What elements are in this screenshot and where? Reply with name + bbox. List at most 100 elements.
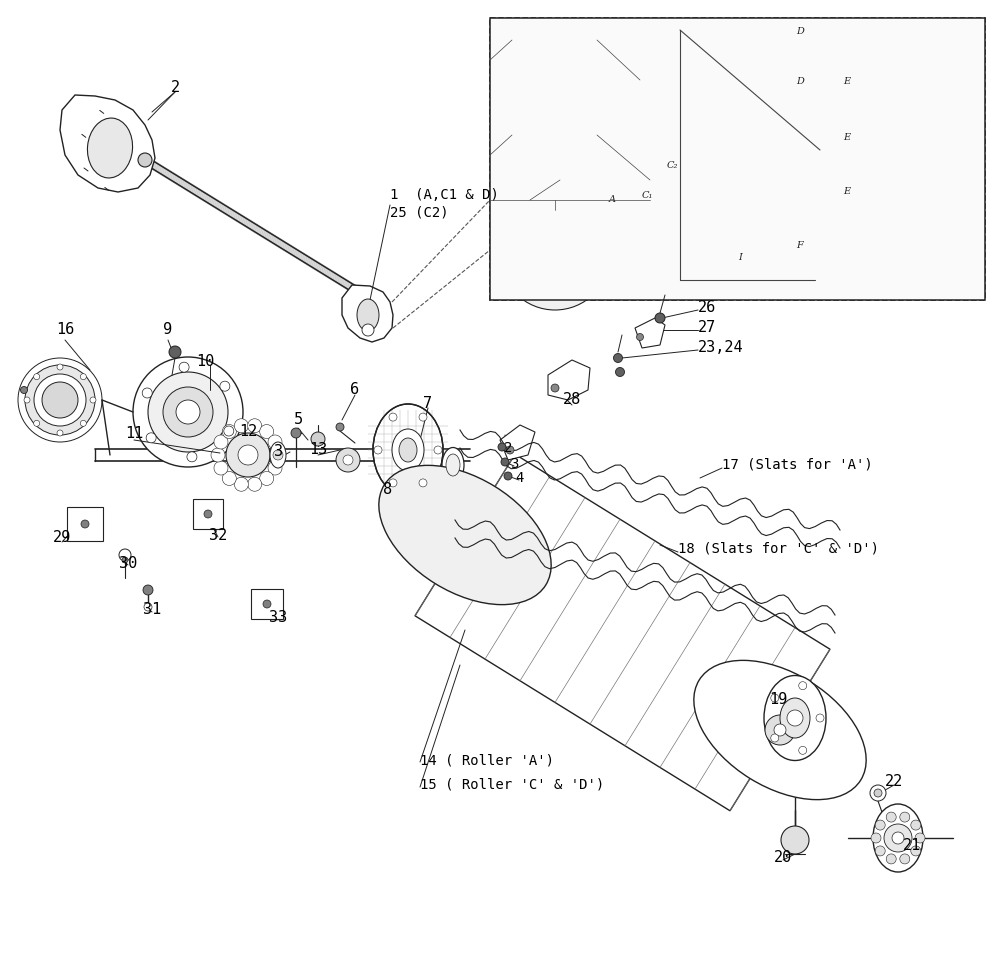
Circle shape <box>844 134 896 186</box>
Circle shape <box>169 346 181 358</box>
Text: D: D <box>796 77 804 86</box>
Circle shape <box>291 428 301 438</box>
Text: E: E <box>843 77 851 86</box>
Circle shape <box>892 832 904 844</box>
Circle shape <box>906 201 934 229</box>
Circle shape <box>234 419 248 433</box>
Text: 33: 33 <box>269 611 287 625</box>
Circle shape <box>419 413 427 421</box>
Circle shape <box>894 189 946 241</box>
Ellipse shape <box>399 438 417 462</box>
Circle shape <box>211 448 225 462</box>
Bar <box>948 178 983 238</box>
Circle shape <box>794 79 846 131</box>
Circle shape <box>389 479 397 487</box>
Text: 27: 27 <box>698 320 716 336</box>
Text: 26: 26 <box>698 300 716 316</box>
Ellipse shape <box>694 660 866 800</box>
Circle shape <box>799 746 807 754</box>
Circle shape <box>142 388 152 398</box>
Text: 22: 22 <box>885 774 903 790</box>
Circle shape <box>80 374 86 379</box>
Text: 32: 32 <box>209 528 227 542</box>
Text: E: E <box>843 188 851 197</box>
Circle shape <box>614 353 622 362</box>
Circle shape <box>57 430 63 436</box>
Circle shape <box>143 585 153 595</box>
Circle shape <box>434 446 442 454</box>
Circle shape <box>856 36 884 64</box>
Circle shape <box>806 201 834 229</box>
Circle shape <box>638 188 652 202</box>
Circle shape <box>886 854 896 863</box>
Circle shape <box>226 433 270 477</box>
Ellipse shape <box>446 454 460 476</box>
Circle shape <box>911 820 921 831</box>
Circle shape <box>34 374 86 426</box>
Circle shape <box>844 79 896 131</box>
Circle shape <box>224 426 234 436</box>
Circle shape <box>527 227 583 283</box>
Circle shape <box>875 820 885 831</box>
Circle shape <box>900 854 910 863</box>
Circle shape <box>214 435 228 449</box>
Circle shape <box>844 189 896 241</box>
Circle shape <box>794 24 846 76</box>
Ellipse shape <box>87 118 133 178</box>
Text: F: F <box>797 240 803 250</box>
Circle shape <box>336 448 360 472</box>
Circle shape <box>806 146 834 174</box>
Text: 16: 16 <box>56 322 74 338</box>
Circle shape <box>148 372 228 452</box>
Ellipse shape <box>379 466 551 605</box>
Text: 17 (Slats for 'A'): 17 (Slats for 'A') <box>722 458 873 472</box>
Text: 7: 7 <box>423 396 433 410</box>
Bar <box>512 40 597 135</box>
Ellipse shape <box>373 404 443 496</box>
Circle shape <box>268 461 282 475</box>
Circle shape <box>616 368 624 377</box>
Text: 30: 30 <box>119 556 137 570</box>
Circle shape <box>884 824 912 852</box>
Circle shape <box>915 210 925 220</box>
Circle shape <box>915 155 925 165</box>
Text: 4: 4 <box>515 471 523 485</box>
Circle shape <box>214 461 228 475</box>
Text: 6: 6 <box>350 382 360 398</box>
Text: 19: 19 <box>769 692 787 708</box>
Circle shape <box>865 210 875 220</box>
Circle shape <box>794 134 846 186</box>
Circle shape <box>894 24 946 76</box>
Circle shape <box>122 557 128 563</box>
Circle shape <box>234 477 248 491</box>
Text: 2: 2 <box>170 80 180 96</box>
Circle shape <box>865 45 875 55</box>
Circle shape <box>260 471 274 486</box>
Circle shape <box>163 387 213 437</box>
Bar <box>562 135 597 180</box>
Text: 10: 10 <box>196 354 214 370</box>
Circle shape <box>343 455 353 465</box>
Circle shape <box>915 100 925 110</box>
Circle shape <box>34 420 40 426</box>
Circle shape <box>601 191 619 209</box>
Circle shape <box>844 24 896 76</box>
Circle shape <box>875 846 885 856</box>
Circle shape <box>765 715 795 745</box>
Circle shape <box>856 91 884 119</box>
Ellipse shape <box>270 442 286 468</box>
Text: 5: 5 <box>293 412 303 428</box>
Text: 21: 21 <box>903 837 921 853</box>
Circle shape <box>771 694 779 702</box>
Bar <box>490 18 985 300</box>
Polygon shape <box>60 95 155 192</box>
Circle shape <box>806 91 834 119</box>
Polygon shape <box>500 425 535 460</box>
Circle shape <box>655 313 665 323</box>
Text: 18 (Slats for 'C' & 'D'): 18 (Slats for 'C' & 'D') <box>678 541 879 555</box>
Circle shape <box>631 181 659 209</box>
Circle shape <box>906 146 934 174</box>
Circle shape <box>900 812 910 822</box>
Circle shape <box>20 386 28 394</box>
Circle shape <box>81 520 89 528</box>
